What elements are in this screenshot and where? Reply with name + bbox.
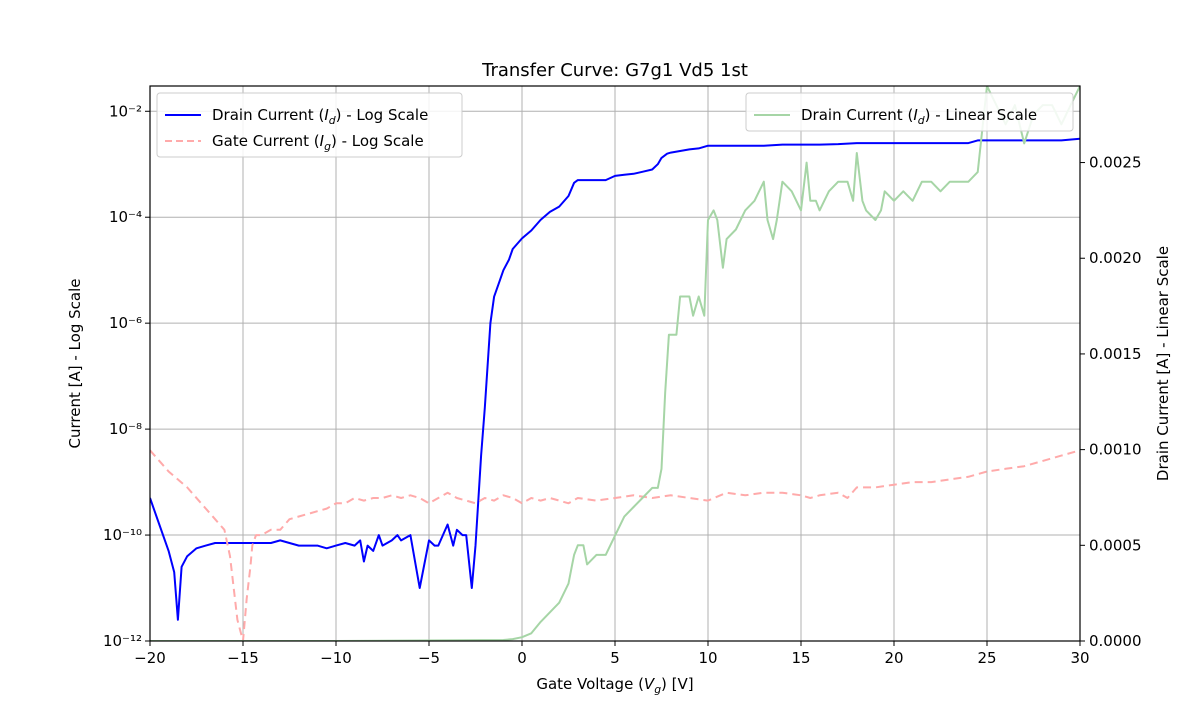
x-tick-label: −10 [320,649,352,667]
x-axis-label: Gate Voltage (Vg​) [V] [536,675,693,696]
x-tick-label: 5 [610,649,620,667]
legends: Drain Current (Id​) - Log Scale Gate Curr… [156,92,1074,158]
x-tick-label: 0 [517,649,527,667]
x-tick-label: −15 [227,649,259,667]
legend-label: Drain Current (Id​) - Linear Scale [801,106,1037,127]
x-tick-label: 15 [791,649,810,667]
series-line-1 [150,137,1080,621]
y-right-tick-label: 0.0025 [1089,154,1142,172]
axes-frame [145,85,1085,646]
x-tick-label: −5 [418,649,440,667]
y-left-tick-label: 10⁻¹² [103,632,142,650]
tick-labels: −20 −15 −10 −5 0 5 10 15 20 25 30 10⁻¹² 10⁻¹⁰ 10⁻⁸ 10⁻… [103,102,1142,667]
chart-title: Transfer Curve: G7g1 Vd5 1st [481,60,748,81]
y-left-tick-label: 10⁻¹⁰ [103,526,142,544]
x-tick-label: 30 [1070,649,1089,667]
y-axis-right-label: Drain Current [A] - Linear Scale [1154,246,1172,481]
series-line-3 [150,86,1080,641]
y-right-tick-label: 0.0000 [1089,632,1142,650]
series-layer [150,86,1080,641]
x-tick-label: −20 [134,649,166,667]
y-left-tick-label: 10⁻² [109,102,142,120]
y-right-tick-label: 0.0015 [1089,345,1142,363]
y-left-tick-label: 10⁻⁶ [109,314,142,332]
legend-box [156,92,463,158]
x-tick-label: 20 [884,649,903,667]
y-left-tick-label: 10⁻⁴ [109,208,142,226]
y-right-tick-label: 0.0020 [1089,249,1142,267]
y-right-tick-label: 0.0005 [1089,536,1142,554]
legend-box [745,92,1074,132]
y-axis-left-label: Current [A] - Log Scale [66,279,84,449]
y-left-tick-label: 10⁻⁸ [109,420,142,438]
legend-label: Drain Current (Id​) - Log Scale [212,106,428,127]
x-tick-label: 10 [698,649,717,667]
x-tick-label: 25 [977,649,996,667]
y-right-tick-label: 0.0010 [1089,441,1142,459]
series-line-2 [150,449,1080,641]
legend-label: Gate Current (Ig​) - Log Scale [212,132,424,153]
